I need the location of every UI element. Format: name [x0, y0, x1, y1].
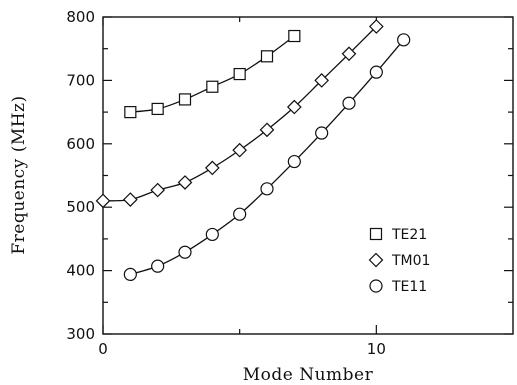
data-point-tm01 [122, 192, 138, 207]
data-point-te11 [260, 182, 274, 196]
legend-marker-te21 [369, 227, 383, 241]
data-point-te11 [233, 207, 247, 221]
data-point-te11 [287, 154, 301, 169]
legend-label-te21: TE21 [391, 227, 427, 243]
plot-frame [102, 16, 514, 335]
y-tick-label: 300 [66, 325, 95, 343]
data-point-te11 [342, 96, 356, 110]
legend-marker-te11 [369, 279, 383, 293]
data-point-te21 [124, 105, 137, 119]
axis-ticks: 300 400 500 600 700 800 0 10 [66, 8, 513, 358]
y-tick-label: 500 [66, 198, 95, 216]
legend-marker-tm01 [368, 252, 384, 268]
data-point-te11 [151, 259, 165, 273]
x-tick-label: 0 [98, 340, 108, 358]
data-point-te11 [178, 245, 192, 259]
data-point-te11 [369, 65, 383, 79]
data-point-tm01 [177, 175, 193, 190]
series-line-te11 [130, 39, 405, 276]
data-point-te21 [206, 80, 219, 93]
data-point-te11 [397, 33, 411, 47]
y-tick-label: 800 [66, 8, 95, 26]
data-point-te11 [123, 267, 137, 282]
legend-label-te11: TE11 [391, 279, 427, 295]
y-tick-label: 400 [66, 262, 95, 280]
y-tick-label: 700 [66, 71, 95, 89]
series-curves [102, 26, 405, 276]
x-tick-label: 10 [367, 340, 386, 358]
legend: TE21 TM01 TE11 [368, 227, 430, 295]
data-point-tm01 [95, 193, 111, 209]
data-point-tm01 [259, 122, 275, 138]
data-point-te11 [315, 126, 329, 140]
data-point-te21 [260, 50, 274, 63]
data-point-te21 [288, 29, 301, 43]
data-point-tm01 [232, 142, 248, 158]
legend-label-tm01: TM01 [391, 253, 430, 269]
series-line-tm01 [102, 26, 377, 202]
y-axis-label: Frequency (MHz) [9, 95, 29, 254]
data-point-tm01 [150, 182, 166, 198]
data-point-te21 [151, 102, 164, 116]
data-point-tm01 [314, 73, 330, 88]
data-point-tm01 [341, 46, 357, 62]
data-point-tm01 [368, 19, 384, 34]
data-point-te11 [205, 227, 219, 242]
plot-area-border [102, 16, 514, 335]
data-point-te21 [178, 93, 192, 106]
data-point-tm01 [204, 160, 220, 176]
data-point-tm01 [286, 99, 302, 115]
x-axis-label: Mode Number [243, 365, 374, 385]
series-line-te21 [130, 35, 295, 113]
data-point-te21 [233, 67, 246, 81]
y-tick-label: 600 [66, 135, 95, 153]
series-markers [95, 19, 411, 282]
